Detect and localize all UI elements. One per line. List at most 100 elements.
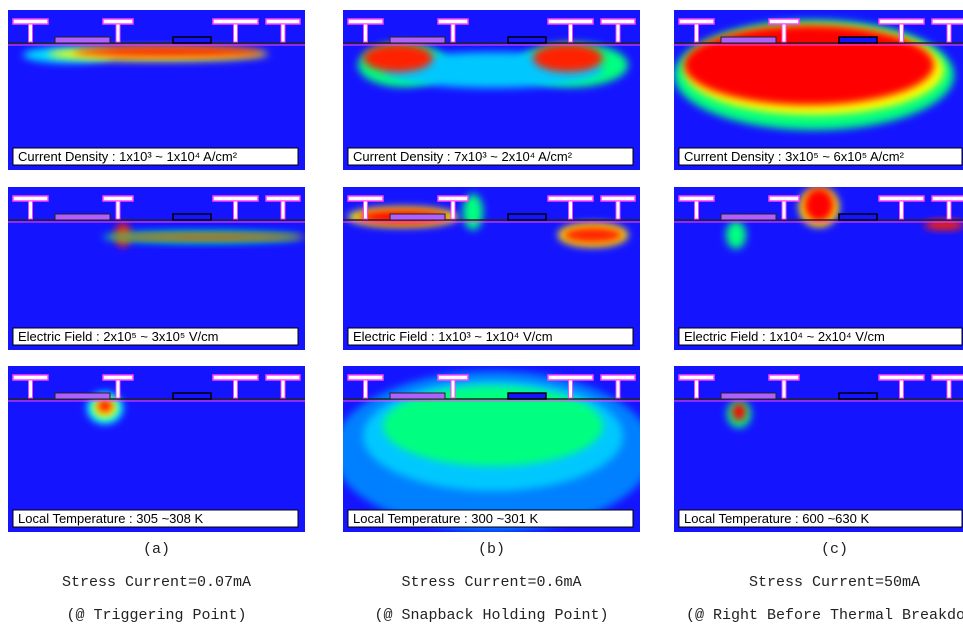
caption-point: (@ Triggering Point) — [8, 607, 305, 624]
gate — [173, 214, 211, 220]
electrode — [879, 196, 924, 201]
figure: {"columns": [ {"panels": [ {"label": "Cu… — [0, 0, 963, 629]
gate — [55, 37, 110, 43]
electrode — [548, 19, 593, 24]
simulation-panel: Local Temperature : 600 ~630 K — [674, 366, 963, 532]
simulation-panel: Electric Field : 1x10⁴ ~ 2x10⁴ V/cm — [674, 187, 963, 350]
contact — [234, 380, 238, 398]
contact — [616, 201, 620, 219]
electrode — [601, 19, 635, 24]
caption-point: (@ Snapback Holding Point) — [343, 607, 640, 624]
caption-letter: (a) — [8, 541, 305, 558]
contact — [569, 380, 573, 398]
simulation-panel: Local Temperature : 300 ~301 K — [343, 366, 640, 532]
electrode — [879, 19, 924, 24]
simulation-panel: Electric Field : 2x10⁵ ~ 3x10⁵ V/cm — [8, 187, 305, 350]
background — [8, 366, 305, 532]
electrode — [213, 375, 258, 380]
gate — [55, 214, 110, 220]
contact — [116, 201, 120, 219]
background — [674, 366, 963, 532]
electrode — [213, 196, 258, 201]
background — [343, 10, 640, 170]
contact — [234, 201, 238, 219]
electrode — [266, 375, 300, 380]
gate — [839, 214, 877, 220]
electrode — [348, 375, 383, 380]
electrode — [13, 196, 48, 201]
contact — [364, 380, 368, 398]
gate — [173, 37, 211, 43]
field-region — [804, 188, 834, 222]
electrode — [932, 375, 963, 380]
contact — [782, 24, 786, 42]
electrode — [103, 19, 133, 24]
gate — [390, 37, 445, 43]
contact — [281, 201, 285, 219]
electrode — [879, 375, 924, 380]
electrode — [601, 375, 635, 380]
panel-label: Electric Field : 1x10³ ~ 1x10⁴ V/cm — [353, 329, 553, 344]
field-region — [110, 234, 305, 240]
gate — [721, 214, 776, 220]
field-region — [563, 227, 623, 243]
field-region — [363, 44, 433, 72]
gate — [508, 214, 546, 220]
contact — [29, 380, 33, 398]
electrode — [13, 375, 48, 380]
panel-label: Local Temperature : 600 ~630 K — [684, 511, 869, 526]
panel-label: Current Density : 3x10⁵ ~ 6x10⁵ A/cm² — [684, 149, 905, 164]
field-region — [732, 403, 746, 421]
electrode — [932, 19, 963, 24]
caption-letter: (c) — [686, 541, 963, 558]
electrode — [213, 19, 258, 24]
contact — [900, 201, 904, 219]
electrode — [438, 196, 468, 201]
electrode — [548, 375, 593, 380]
electrode — [348, 196, 383, 201]
gate — [508, 37, 546, 43]
gate — [839, 37, 877, 43]
contact — [116, 24, 120, 42]
electrode — [769, 19, 799, 24]
gate — [508, 393, 546, 399]
electrode — [679, 375, 714, 380]
contact — [116, 380, 120, 398]
electrode — [679, 19, 714, 24]
electrode — [769, 375, 799, 380]
caption-letter: (b) — [343, 541, 640, 558]
contact — [947, 201, 951, 219]
contact — [782, 380, 786, 398]
field-region — [98, 400, 112, 412]
contact — [29, 201, 33, 219]
simulation-panel: Current Density : 3x10⁵ ~ 6x10⁵ A/cm² — [674, 10, 963, 170]
gate — [390, 214, 445, 220]
electrode — [266, 196, 300, 201]
contact — [451, 380, 455, 398]
electrode — [679, 196, 714, 201]
contact — [695, 24, 699, 42]
simulation-panel: Electric Field : 1x10³ ~ 1x10⁴ V/cm — [343, 187, 640, 350]
electrode — [932, 196, 963, 201]
contact — [947, 380, 951, 398]
field-region — [726, 221, 746, 249]
panel-label: Electric Field : 1x10⁴ ~ 2x10⁴ V/cm — [684, 329, 885, 344]
caption-current: Stress Current=50mA — [686, 574, 963, 591]
contact — [695, 201, 699, 219]
contact — [900, 380, 904, 398]
contact — [29, 24, 33, 42]
gate — [390, 393, 445, 399]
gate — [839, 393, 877, 399]
electrode — [769, 196, 799, 201]
contact — [281, 380, 285, 398]
field-region — [73, 48, 263, 56]
caption-point: (@ Right Before Thermal Breakdown) — [686, 607, 963, 624]
electrode — [601, 196, 635, 201]
electrode — [548, 196, 593, 201]
simulation-panel: Local Temperature : 305 ~308 K — [8, 366, 305, 532]
background — [8, 187, 305, 350]
electrode — [13, 19, 48, 24]
contact — [364, 24, 368, 42]
contact — [782, 201, 786, 219]
electrode — [348, 19, 383, 24]
